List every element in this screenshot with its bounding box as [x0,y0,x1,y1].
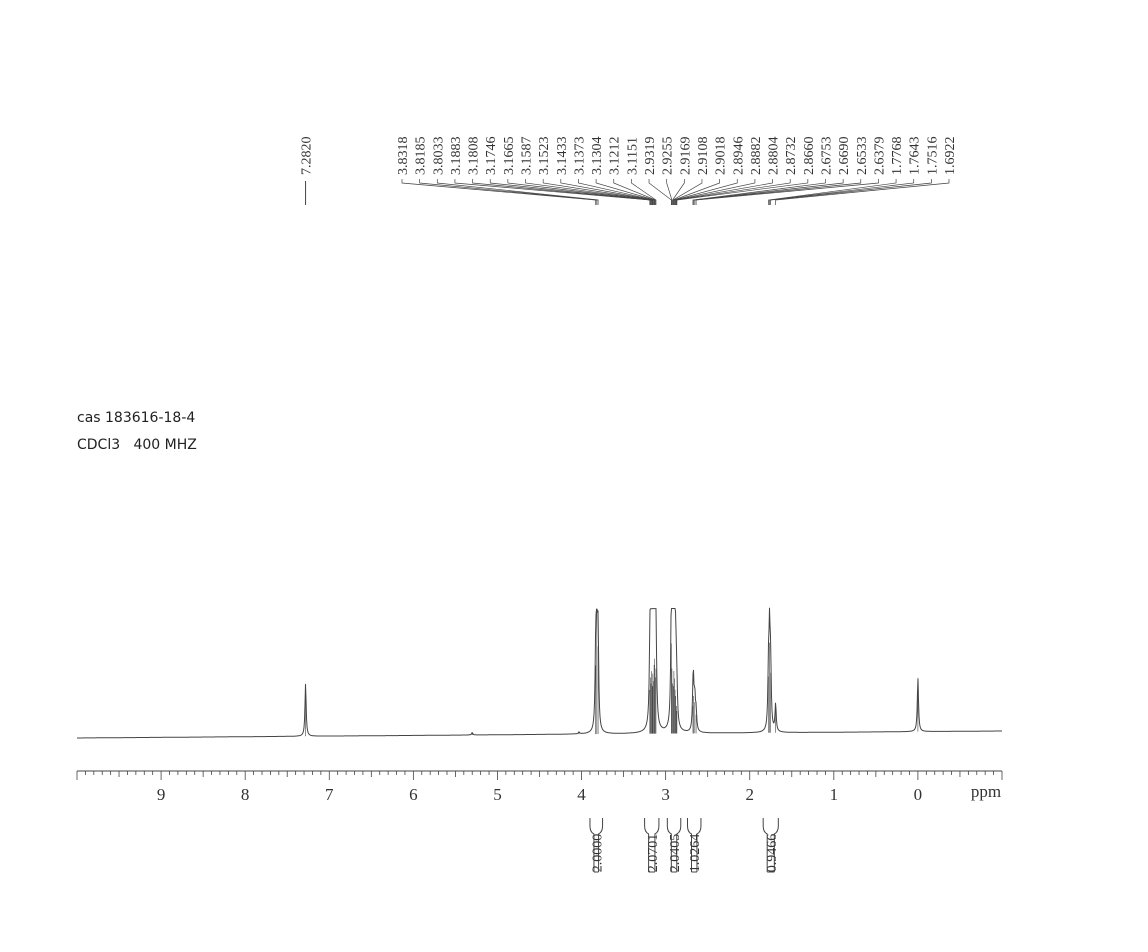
peak-label: 2.9169 [678,137,693,176]
x-tick-label: 1 [830,785,839,804]
peak-label-leader [693,179,844,205]
integration-group: 2.0000 2.0701 2.0405 1.0264 0.9466 [589,818,780,873]
x-tick-label: 3 [661,785,670,804]
peak-label: 3.8185 [414,137,429,176]
peak-label-leader [472,179,651,205]
peak-label-leader [648,179,672,205]
integration-value: 1.0264 [688,834,703,873]
peak-label-leader [692,179,826,205]
peak-label: 2.9319 [643,137,658,176]
peak-label-leader [694,179,862,205]
x-tick-label: 0 [914,785,923,804]
peak-label-leader [769,179,915,205]
peak-label-leader [631,179,657,205]
peak-label: 2.8804 [767,137,782,176]
peak-label-leader [768,179,897,205]
integration-value: 2.0000 [590,834,605,873]
peak-label-leader [560,179,654,205]
peak-label-leader [666,179,673,205]
peak-label: 2.8732 [784,137,799,176]
peak-label-leader [507,179,652,205]
peak-label: 3.1304 [590,137,605,176]
peak-label-leader [775,179,950,205]
integration-bracket [762,818,779,872]
integration-bracket [589,818,604,872]
peak-label-leader [489,179,652,205]
peak-label: 3.1746 [484,137,499,176]
peak-label-leader [674,179,738,205]
peak-label: 2.8946 [731,137,746,176]
peak-label-leader [672,179,703,205]
peak-label: 1.7516 [925,137,940,176]
x-axis-group: 9 8 7 6 5 4 3 2 1 0 ppm [76,770,1003,804]
x-axis-label: ppm [971,782,1001,801]
x-tick-label: 9 [157,785,166,804]
peak-label-leader [673,179,720,205]
peak-label: 2.8660 [802,137,817,176]
x-tick-label: 7 [325,785,334,804]
peak-label-leader [595,179,656,205]
peak-label: 1.6922 [943,137,958,176]
x-tick-label: 4 [577,785,586,804]
peak-label: 2.6533 [855,137,870,176]
x-tick-label: 2 [745,785,754,804]
spectrum-trace-group [77,607,1002,739]
peak-label: 2.9108 [696,137,711,176]
peak-label-leader [419,179,598,205]
integration-bracket [666,818,682,872]
peak-label: 3.1665 [502,137,517,176]
peak-label-leader [613,179,656,205]
integration-value: 2.0405 [668,834,683,873]
peak-label: 3.8033 [431,137,446,176]
peak-label-leader [436,179,599,205]
x-tick-label: 8 [241,785,250,804]
peak-label-leader [578,179,655,205]
peak-label: 2.6379 [872,137,887,176]
peak-label: 2.6690 [837,137,852,176]
peak-label: 3.1883 [449,137,464,176]
peak-label: 1.7768 [890,137,905,176]
integration-bracket [644,818,660,872]
peak-label-leader [542,179,654,205]
peak-label: 2.8882 [749,137,764,176]
peak-label: 7.2820 [300,137,315,176]
peak-label: 3.1151 [625,137,640,175]
peak-label: 3.1808 [467,137,482,176]
integration-bracket [687,818,702,872]
peak-label: 3.8318 [396,137,411,176]
peak-label-leader [401,179,597,205]
peak-label: 3.1212 [608,137,623,176]
peak-label: 2.6753 [819,137,834,176]
peak-label: 3.1587 [520,137,535,176]
peak-label-leader [525,179,653,205]
peak-label-leader [672,179,685,205]
peak-label-leader [454,179,651,205]
peak-label: 3.1433 [555,137,570,176]
spectrum-line [77,607,1002,739]
x-tick-label: 6 [409,785,418,804]
peak-label: 2.9018 [714,137,729,176]
peak-label-leader [695,179,879,205]
peak-label: 2.9255 [661,137,676,176]
peak-label-leader [675,179,773,205]
solvent-frequency-text: CDCl3 400 MHZ [77,437,197,453]
cas-number-text: cas 183616-18-4 [77,410,196,426]
peak-label-leader [674,179,756,205]
integration-value: 2.0701 [646,834,661,873]
peak-label: 3.1373 [572,137,587,176]
peak-label: 1.7643 [908,137,923,176]
peak-label-group: 7.2820 3.8318 3.8185 3.8033 3.1883 3.1808 3.17… [300,137,958,205]
peak-label-leader [675,179,791,205]
peak-label-leader [676,179,809,205]
peak-label: 3.1523 [537,137,552,176]
x-tick-label: 5 [493,785,502,804]
peak-label-leader [770,179,932,205]
integration-value: 0.9466 [765,834,780,873]
